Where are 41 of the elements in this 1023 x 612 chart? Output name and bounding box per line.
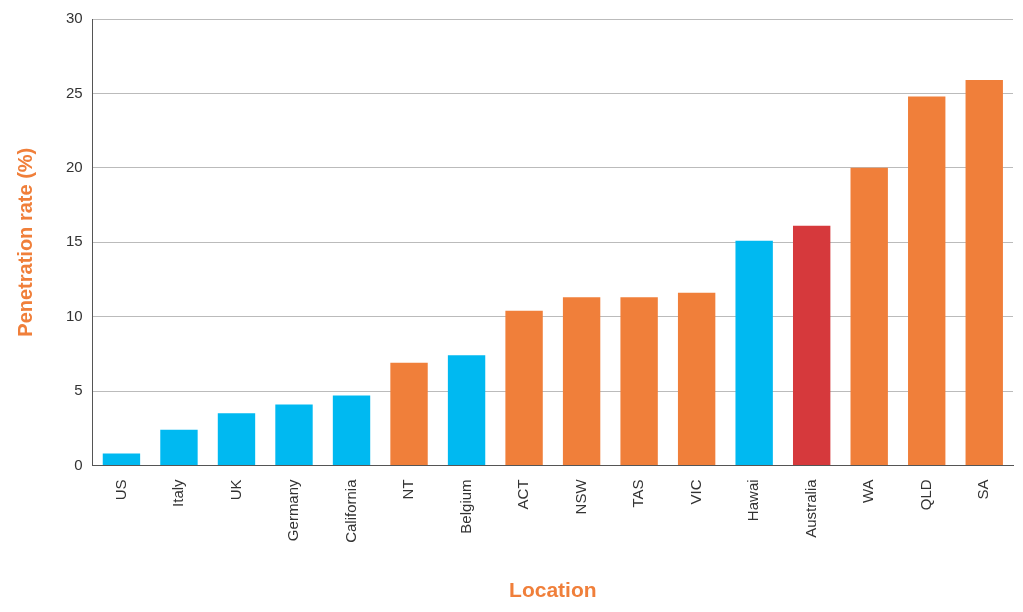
x-tick-label: UK <box>226 479 244 501</box>
x-tick-label: NT <box>399 479 417 500</box>
bar <box>792 225 831 465</box>
x-tick-label: QLD <box>916 479 934 511</box>
bar <box>447 355 486 465</box>
y-tick-label: 25 <box>66 83 83 101</box>
x-tick-label: Belgium <box>456 479 474 534</box>
x-tick-label: WA <box>859 479 877 504</box>
y-axis-title: Penetration rate (%) <box>13 147 36 337</box>
bar <box>908 96 946 465</box>
bar <box>275 404 313 465</box>
bar <box>620 297 658 465</box>
y-tick-label: 5 <box>74 381 83 399</box>
y-tick-label: 30 <box>66 9 83 27</box>
x-tick-label: ACT <box>514 479 532 510</box>
bar <box>332 395 371 465</box>
x-tick-label: Hawai <box>744 479 762 522</box>
x-tick-label: US <box>111 479 129 501</box>
x-tick-label: Australia <box>801 478 819 538</box>
bar <box>390 362 428 465</box>
bar <box>735 240 773 465</box>
x-tick-label: TAS <box>629 479 647 508</box>
bar <box>217 413 256 465</box>
x-tick-label: California <box>341 478 359 543</box>
bar <box>965 80 1003 465</box>
bar <box>850 167 888 465</box>
bar <box>677 292 716 465</box>
y-tick-label: 20 <box>66 157 83 175</box>
y-tick-label: 0 <box>74 455 83 473</box>
x-tick-label: VIC <box>686 479 704 505</box>
y-tick-label: 15 <box>66 232 83 250</box>
bar <box>102 453 141 465</box>
bar <box>160 429 198 465</box>
x-tick-label: NSW <box>571 478 589 515</box>
bar <box>505 310 543 465</box>
y-tick-label: 10 <box>66 306 83 324</box>
x-tick-label: SA <box>974 479 992 500</box>
x-tick-label: Italy <box>169 478 187 507</box>
x-axis-title: Location <box>509 578 597 602</box>
bar <box>562 297 601 465</box>
x-tick-label: Germany <box>284 478 302 542</box>
